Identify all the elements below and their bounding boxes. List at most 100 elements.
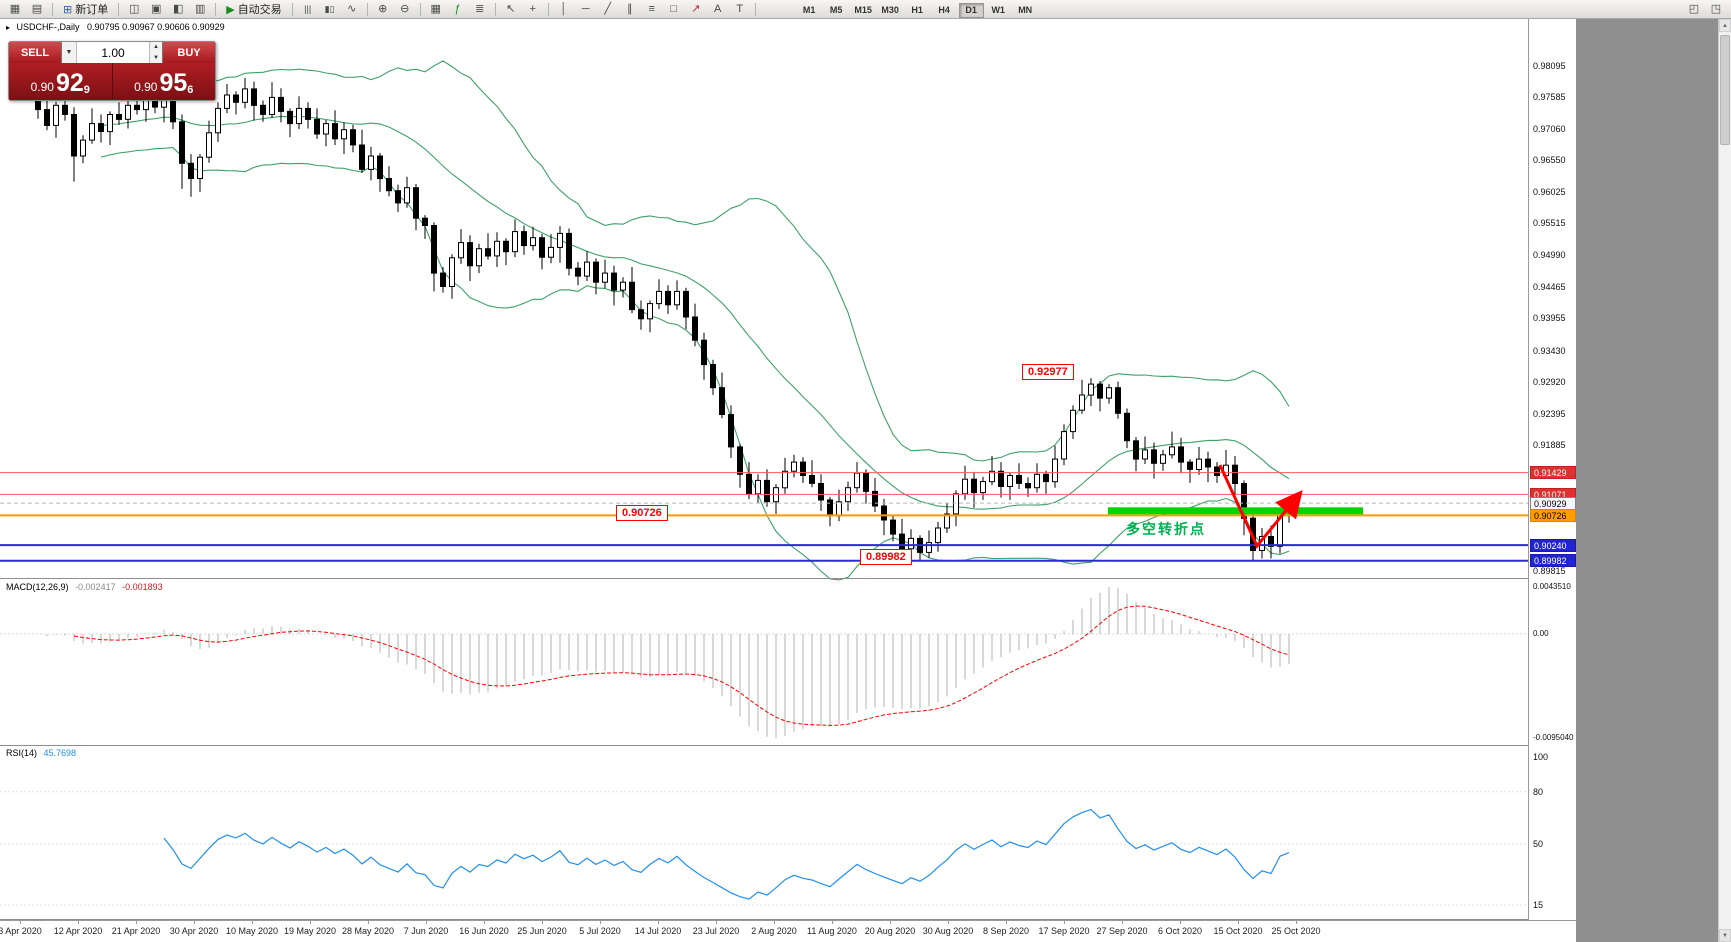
- main-chart[interactable]: [0, 19, 1528, 920]
- buy-price-display[interactable]: 0.90 95 6: [113, 63, 216, 100]
- navigator-button[interactable]: ◧: [168, 1, 188, 17]
- text-button[interactable]: A: [708, 1, 728, 17]
- data-window-button[interactable]: ▣: [146, 1, 166, 17]
- zoom-in-button[interactable]: ⊕: [373, 1, 393, 17]
- date-axis-label: 7 Jun 2020: [403, 926, 449, 936]
- timeframe-button-m5[interactable]: M5: [829, 5, 843, 15]
- indicators-button[interactable]: ƒ: [448, 1, 468, 17]
- toolbar-separator: [366, 2, 368, 16]
- date-tick: [1064, 921, 1065, 924]
- timeframe-button-w1[interactable]: W1: [991, 5, 1005, 15]
- channel-button[interactable]: ∥: [620, 1, 640, 17]
- vertical-line-icon: │: [560, 2, 568, 15]
- volume-input[interactable]: [77, 42, 149, 63]
- sell-price-pip: 9: [83, 84, 90, 96]
- arrange-windows-button[interactable]: ◳: [1706, 1, 1726, 17]
- date-axis-label: 19 May 2020: [283, 926, 337, 936]
- candlestick-chart-button[interactable]: ▮▯: [320, 1, 340, 17]
- date-tick: [542, 921, 543, 924]
- chart-ohlc-values: 0.90795 0.90967 0.90606 0.90929: [87, 22, 225, 32]
- new-window-icon: ◰: [1688, 2, 1700, 15]
- price-axis-label: 0.94990: [1533, 250, 1566, 260]
- new-window-button[interactable]: ◰: [1684, 1, 1704, 17]
- date-axis-label: 30 Apr 2020: [169, 926, 219, 936]
- candlestick-chart-icon: ▮▯: [324, 3, 335, 14]
- arrow-tool-button[interactable]: ↗: [686, 1, 706, 17]
- vertical-scrollbar[interactable]: ▲ ▼: [1718, 19, 1731, 942]
- price-divider: [111, 63, 113, 100]
- price-axis-label: 0.94465: [1533, 282, 1566, 292]
- sell-price-display[interactable]: 0.90 92 9: [9, 63, 112, 100]
- one-click-toggle-icon[interactable]: ▸: [6, 23, 11, 32]
- rsi-axis-label: 80: [1533, 787, 1544, 797]
- support-price-flag-89982[interactable]: 0.89982: [860, 549, 912, 565]
- volume-down-button[interactable]: ▼: [153, 54, 159, 61]
- timeframe-button-d1[interactable]: D1: [958, 2, 984, 18]
- date-axis-label: 11 Aug 2020: [807, 926, 857, 936]
- buy-price-big: 95: [159, 69, 188, 97]
- price-marker-0.91429: 0.91429: [1530, 466, 1576, 479]
- scroll-up-icon[interactable]: ▲: [1719, 19, 1731, 32]
- new-chart-button[interactable]: ▦: [5, 1, 25, 17]
- timeframe-button-mn[interactable]: MN: [1018, 5, 1033, 15]
- cursor-button[interactable]: ↖: [501, 1, 521, 17]
- rsi-label: RSI(14) 45.7698: [6, 748, 76, 758]
- buy-button[interactable]: BUY: [163, 42, 215, 63]
- navigator-icon: ◧: [173, 2, 184, 15]
- data-window-icon: ▣: [151, 2, 162, 15]
- terminal-button[interactable]: ▥: [190, 1, 210, 17]
- vertical-line-button[interactable]: │: [554, 1, 574, 17]
- timeframe-button-m1[interactable]: M1: [802, 5, 816, 15]
- market-watch-button[interactable]: ◫: [124, 1, 144, 17]
- buy-price-pip: 6: [187, 84, 194, 96]
- support-price-flag-90726[interactable]: 0.90726: [616, 505, 668, 521]
- price-axis-label: 0.92920: [1533, 377, 1566, 387]
- arrange-windows-icon: ◳: [1710, 2, 1722, 15]
- timeframe-button-h4[interactable]: H4: [938, 5, 950, 15]
- text-label-button[interactable]: T: [730, 1, 750, 17]
- price-axis-label: 0.92395: [1533, 409, 1566, 419]
- macd-main-value: -0.002417: [75, 582, 116, 592]
- date-axis-label: 6 Oct 2020: [1157, 926, 1203, 936]
- date-tick: [1180, 921, 1181, 924]
- timeframe-button-m30[interactable]: M30: [881, 5, 899, 15]
- date-axis-label: 14 Jul 2020: [634, 926, 682, 936]
- fibonacci-icon: ≡: [648, 2, 655, 15]
- price-marker-0.90240: 0.90240: [1530, 539, 1576, 552]
- date-axis-label: 25 Oct 2020: [1271, 926, 1321, 936]
- new-order-button[interactable]: ⊞ 新订单: [57, 1, 114, 17]
- price-axis-label: 0.98095: [1533, 61, 1566, 71]
- timeframe-button-m15[interactable]: M15: [854, 5, 872, 15]
- line-chart-button[interactable]: ∿: [342, 1, 362, 17]
- price-axis-label: 0.97060: [1533, 124, 1566, 134]
- turning-point-note[interactable]: 多空转折点: [1126, 521, 1206, 537]
- date-axis[interactable]: 3 Apr 2020 12 Apr 2020 21 Apr 2020 30 Apr 2…: [0, 920, 1576, 942]
- sell-button[interactable]: SELL: [9, 42, 61, 63]
- arrow-tool-icon: ↗: [691, 2, 701, 15]
- crosshair-button[interactable]: +: [523, 1, 543, 17]
- shapes-button[interactable]: □: [664, 1, 684, 17]
- trendline-icon: ╱: [604, 2, 611, 15]
- price-axis[interactable]: 0.98095 0.97585 0.97060 0.96550 0.96025 0.955…: [1528, 19, 1576, 920]
- green-band: [1108, 507, 1363, 515]
- tile-windows-button[interactable]: ▦: [426, 1, 446, 17]
- bars-chart-button[interactable]: |||: [298, 1, 318, 17]
- peak-price-flag[interactable]: 0.92977: [1022, 364, 1074, 380]
- volume-dropdown-button[interactable]: ▼: [62, 42, 77, 63]
- volume-up-button[interactable]: ▲: [153, 44, 159, 51]
- zoom-out-button[interactable]: ⊖: [395, 1, 415, 17]
- date-axis-label: 5 Jul 2020: [579, 926, 621, 936]
- fibonacci-button[interactable]: ≡: [642, 1, 662, 17]
- horizontal-line-button[interactable]: ─: [576, 1, 596, 17]
- date-tick: [194, 921, 195, 924]
- timeframe-button-h1[interactable]: H1: [911, 5, 923, 15]
- templates-button[interactable]: ≣: [470, 1, 490, 17]
- trendline-button[interactable]: ╱: [598, 1, 618, 17]
- profiles-button[interactable]: ▤: [27, 1, 47, 17]
- autotrade-button[interactable]: ▶ 自动交易: [220, 1, 287, 17]
- channel-icon: ∥: [626, 2, 633, 15]
- scroll-down-icon[interactable]: ▼: [1719, 929, 1731, 942]
- scrollbar-thumb[interactable]: [1720, 35, 1730, 145]
- date-axis-label: 25 Jun 2020: [517, 926, 567, 936]
- new-order-icon: ⊞: [63, 3, 73, 16]
